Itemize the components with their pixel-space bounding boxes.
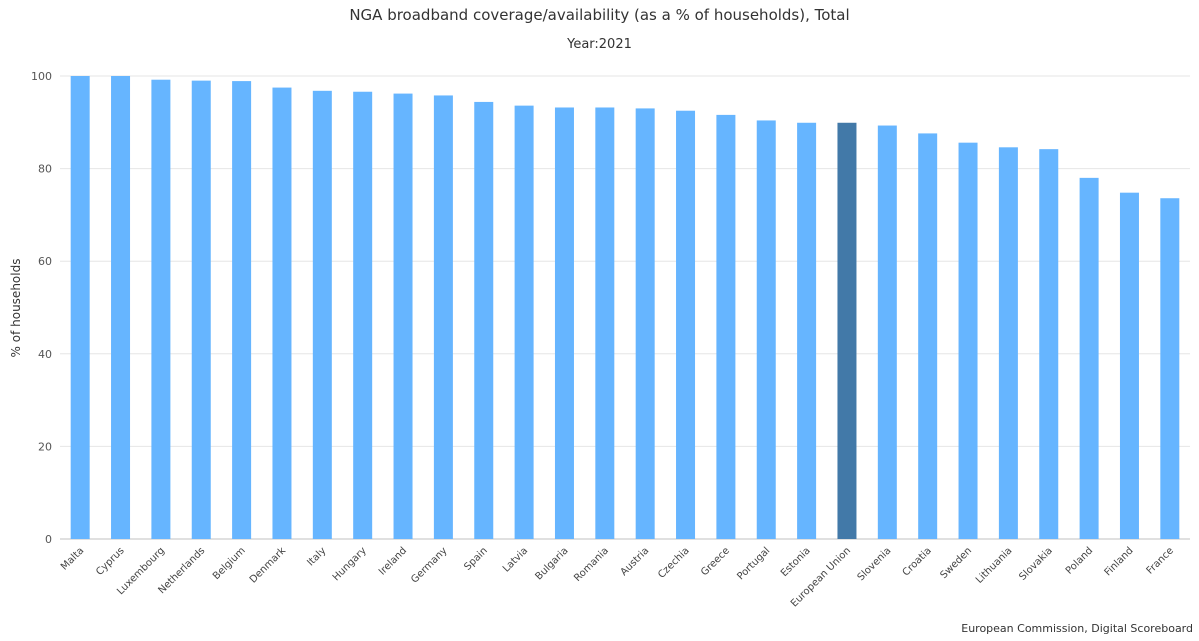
bar-hungary[interactable] (353, 91, 373, 539)
x-tick-label: Denmark (248, 545, 288, 585)
x-tick-label: Austria (619, 545, 652, 578)
x-tick-label: Estonia (779, 545, 813, 579)
bar-spain[interactable] (474, 101, 494, 539)
bar-netherlands[interactable] (191, 80, 211, 539)
x-tick-label: Romania (572, 545, 611, 584)
bar-poland[interactable] (1079, 177, 1099, 540)
bar-italy[interactable] (312, 90, 332, 539)
x-tick-label: Lithuania (974, 545, 1015, 586)
x-tick-label: France (1145, 545, 1176, 576)
gridlines (60, 75, 1190, 540)
bar-denmark[interactable] (272, 87, 292, 539)
x-tick-label: Cyprus (94, 545, 126, 577)
x-tick-label: Greece (699, 545, 732, 578)
y-tick-label: 0 (45, 533, 52, 546)
bar-luxembourg[interactable] (151, 79, 171, 539)
bar-czechia[interactable] (676, 110, 696, 539)
y-tick-label: 100 (31, 70, 52, 83)
bar-slovenia[interactable] (877, 125, 897, 539)
bar-croatia[interactable] (918, 133, 938, 540)
bar-romania[interactable] (595, 107, 615, 539)
x-tick-label: Croatia (901, 545, 934, 578)
x-tick-label: Slovenia (856, 545, 894, 583)
x-tick-label: Slovakia (1017, 545, 1054, 582)
bar-france[interactable] (1160, 198, 1180, 539)
bars (70, 76, 1180, 540)
bar-latvia[interactable] (514, 105, 534, 539)
bar-lithuania[interactable] (998, 147, 1018, 539)
y-tick-label: 40 (38, 348, 52, 361)
x-tick-label: Belgium (211, 545, 248, 582)
bar-germany[interactable] (433, 95, 453, 540)
bar-bulgaria[interactable] (554, 107, 574, 539)
chart-subtitle: Year:2021 (567, 37, 632, 52)
x-tick-label: Italy (305, 545, 328, 568)
y-tick-label: 60 (38, 255, 52, 268)
bar-belgium[interactable] (232, 81, 252, 539)
x-tick-label: Ireland (377, 545, 409, 577)
bar-ireland[interactable] (393, 93, 413, 540)
x-tick-label: Latvia (501, 545, 530, 574)
x-tick-label: Portugal (735, 545, 772, 582)
x-tick-label: Poland (1064, 545, 1095, 576)
y-tick-label: 80 (38, 163, 52, 176)
bar-slovakia[interactable] (1039, 149, 1059, 540)
x-tick-label: Czechia (656, 545, 691, 580)
bar-european-union[interactable] (837, 122, 857, 539)
x-tick-label: Spain (462, 545, 490, 573)
chart-title: NGA broadband coverage/availability (as … (349, 6, 850, 24)
x-tick-label: Germany (409, 545, 449, 585)
bar-cyprus[interactable] (111, 76, 131, 539)
x-tick-label: Bulgaria (533, 545, 570, 582)
bar-austria[interactable] (635, 108, 655, 539)
y-axis-ticks: 0 20 40 60 80 100 (31, 70, 52, 546)
bar-greece[interactable] (716, 114, 736, 539)
x-tick-label: Sweden (938, 545, 974, 581)
x-tick-label: Malta (59, 545, 86, 572)
bar-sweden[interactable] (958, 142, 978, 539)
credits: European Commission, Digital Scoreboard (961, 622, 1193, 635)
bar-finland[interactable] (1119, 192, 1139, 539)
y-tick-label: 20 (38, 440, 52, 453)
bar-malta[interactable] (70, 76, 90, 539)
y-axis-title: % of households (9, 259, 23, 358)
bar-estonia[interactable] (797, 122, 817, 539)
x-tick-label: Hungary (331, 545, 369, 583)
x-tick-label: Finland (1103, 545, 1136, 578)
bar-portugal[interactable] (756, 120, 776, 539)
